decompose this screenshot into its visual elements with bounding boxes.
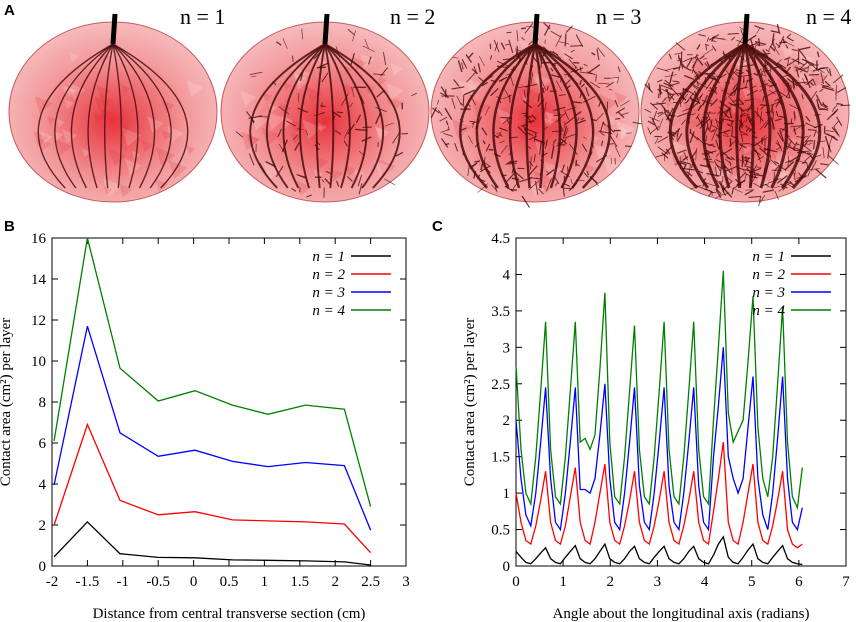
stem bbox=[532, 13, 540, 45]
legend-label: n = 1 bbox=[312, 249, 345, 265]
series-line-3 bbox=[53, 326, 372, 531]
x-tick-label: -2 bbox=[46, 574, 59, 590]
model-label-1: n = 1 bbox=[180, 4, 226, 29]
y-axis-label: Contact area (cm²) per layer bbox=[0, 318, 14, 487]
chart-b: 0 2 4 6 8 10 12 14 16 -2 -1.5 -1 -0.5 0 0.5 1 1.5 2 2.5 3 Di… bbox=[0, 231, 410, 622]
plot-frame bbox=[515, 237, 847, 567]
x-tick-label: 7 bbox=[842, 574, 850, 590]
y-tick-label: 2.5 bbox=[491, 377, 510, 393]
fruit-model-4 bbox=[640, 13, 851, 207]
stem bbox=[322, 13, 330, 45]
x-tick-label: -1.5 bbox=[76, 574, 100, 590]
x-tick-label: 2 bbox=[607, 574, 615, 590]
panel-label-c: C bbox=[432, 218, 443, 235]
y-tick-label: 2 bbox=[39, 518, 47, 534]
legend-label: n = 4 bbox=[312, 303, 345, 319]
y-tick-label: 1 bbox=[503, 486, 511, 502]
legend-label: n = 3 bbox=[752, 285, 785, 301]
fruit-model-3 bbox=[430, 13, 645, 208]
fruit-model-2 bbox=[220, 13, 430, 203]
y-tick-label: 0 bbox=[39, 559, 47, 575]
y-tick-label: 6 bbox=[39, 436, 47, 452]
chart-c: 0 0.5 1 1.5 2 2.5 3 3.5 4 4.5 0 1 2 3 4 5 6 7 Angle about … bbox=[462, 231, 850, 622]
series-line-2 bbox=[515, 442, 803, 549]
panel-label-b: B bbox=[4, 218, 15, 235]
y-tick-label: 4 bbox=[503, 267, 511, 283]
y-tick-label: 8 bbox=[39, 395, 47, 411]
panel-label-a: A bbox=[4, 2, 15, 19]
series-line-4 bbox=[53, 237, 372, 507]
x-axis-label: Angle about the longitudinal axis (radia… bbox=[552, 606, 809, 622]
legend-label: n = 2 bbox=[312, 267, 345, 283]
y-tick-label: 14 bbox=[31, 272, 47, 288]
legend-label: n = 1 bbox=[752, 249, 785, 265]
x-tick-label: 3 bbox=[654, 574, 662, 590]
stem bbox=[110, 13, 118, 45]
x-tick-label: -0.5 bbox=[146, 574, 170, 590]
y-tick-label: 10 bbox=[31, 354, 46, 370]
series-line-3 bbox=[515, 347, 803, 532]
y-tick-label: 12 bbox=[31, 313, 46, 329]
x-tick-label: 0 bbox=[512, 574, 520, 590]
y-tick-label: 2 bbox=[503, 413, 511, 429]
y-tick-label: 16 bbox=[31, 231, 47, 247]
y-tick-label: 1.5 bbox=[491, 450, 510, 466]
x-tick-label: 3 bbox=[402, 574, 410, 590]
x-tick-label: 0.5 bbox=[220, 574, 239, 590]
x-tick-label: -1 bbox=[117, 574, 130, 590]
legend-label: n = 4 bbox=[752, 303, 785, 319]
series-line-2 bbox=[53, 422, 372, 554]
y-tick-label: 0.5 bbox=[491, 523, 510, 539]
y-tick-label: 4 bbox=[39, 477, 47, 493]
legend-label: n = 2 bbox=[752, 267, 785, 283]
x-tick-label: 4 bbox=[701, 574, 709, 590]
x-tick-label: 2 bbox=[331, 574, 339, 590]
x-tick-label: 5 bbox=[748, 574, 756, 590]
x-axis-label: Distance from central transverse section… bbox=[93, 606, 366, 622]
y-tick-label: 4.5 bbox=[491, 231, 510, 247]
plot-frame bbox=[51, 237, 407, 567]
y-tick-label: 3 bbox=[503, 340, 511, 356]
y-tick-label: 0 bbox=[503, 559, 511, 575]
y-axis-label: Contact area (cm²) per layer bbox=[462, 318, 478, 487]
x-tick-label: 1.5 bbox=[290, 574, 309, 590]
x-tick-label: 0 bbox=[190, 574, 198, 590]
x-tick-label: 1 bbox=[559, 574, 567, 590]
series-line-1 bbox=[515, 535, 803, 566]
series-line-1 bbox=[53, 520, 371, 566]
stem bbox=[742, 13, 750, 45]
y-tick-label: 3.5 bbox=[491, 304, 510, 320]
fruit-models bbox=[8, 13, 851, 208]
model-label-3: n = 3 bbox=[596, 4, 642, 29]
series-line-4 bbox=[515, 270, 803, 511]
x-tick-label: 6 bbox=[795, 574, 803, 590]
legend-label: n = 3 bbox=[312, 285, 345, 301]
model-label-2: n = 2 bbox=[390, 4, 436, 29]
x-tick-label: 1 bbox=[261, 574, 269, 590]
fruit-model-1 bbox=[8, 13, 218, 203]
x-tick-label: 2.5 bbox=[361, 574, 380, 590]
model-label-4: n = 4 bbox=[806, 4, 852, 29]
